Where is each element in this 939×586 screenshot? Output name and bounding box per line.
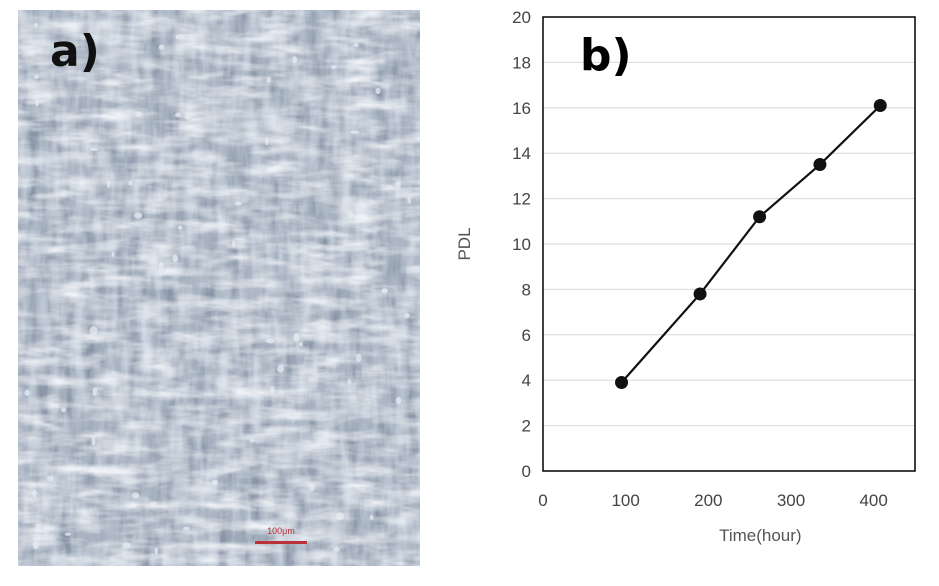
- cell-highlight: [175, 112, 182, 117]
- cell-highlight: [375, 88, 381, 94]
- cell-highlight: [135, 111, 143, 117]
- cell-highlight: [128, 180, 133, 186]
- cell-highlight: [404, 313, 410, 318]
- cell-highlight: [331, 65, 337, 69]
- y-tick-label: 18: [512, 53, 531, 72]
- cell-highlight: [32, 489, 37, 498]
- cell-highlight: [396, 397, 402, 405]
- cell-highlight: [277, 364, 284, 373]
- cell-highlight: [132, 492, 140, 499]
- panel-b-label: b): [580, 30, 632, 81]
- cell-highlight: [347, 379, 351, 385]
- plot-frame: [542, 16, 916, 472]
- cell-highlight: [292, 56, 297, 64]
- cell-highlight: [299, 342, 303, 347]
- x-tick-label: 100: [611, 491, 639, 510]
- cell-highlight: [134, 212, 143, 219]
- cell-highlight: [264, 136, 269, 146]
- cell-culture-image: [18, 10, 420, 566]
- cell-highlight: [407, 196, 412, 204]
- y-axis-title: PDL: [455, 227, 474, 260]
- cell-highlight: [122, 542, 131, 549]
- cell-highlight: [293, 332, 300, 342]
- cell-highlight: [149, 501, 158, 507]
- cell-highlight: [347, 211, 354, 219]
- cell-highlight: [249, 439, 256, 443]
- y-tick-label: 20: [512, 8, 531, 27]
- y-tick-label: 12: [512, 190, 531, 209]
- cell-highlight: [106, 179, 110, 188]
- cell-highlight: [212, 479, 218, 485]
- scale-bar-label: 100μm: [267, 526, 295, 536]
- cell-highlight: [24, 389, 30, 396]
- cell-highlight: [47, 475, 54, 482]
- cell-highlight: [184, 114, 192, 120]
- x-tick-label: 200: [694, 491, 722, 510]
- cell-highlight: [369, 514, 374, 520]
- cell-highlight: [350, 130, 360, 134]
- cell-highlight: [294, 412, 301, 418]
- y-tick-label: 8: [522, 280, 531, 299]
- cell-highlight: [270, 386, 275, 395]
- data-point: [693, 287, 707, 301]
- x-tick-label: 400: [859, 491, 887, 510]
- cell-highlight: [64, 532, 72, 536]
- cell-highlight: [35, 524, 42, 533]
- y-tick-label: 2: [522, 417, 531, 436]
- cell-highlight: [334, 547, 340, 552]
- cell-highlight: [381, 288, 389, 294]
- cell-highlight: [91, 436, 96, 446]
- micrograph-panel: [18, 10, 420, 566]
- cell-highlight: [183, 526, 190, 531]
- cell-highlight: [61, 407, 66, 413]
- data-point: [753, 210, 767, 224]
- cell-highlight: [356, 353, 362, 363]
- cell-highlight: [32, 541, 39, 549]
- cell-highlight: [335, 512, 344, 521]
- cell-highlight: [232, 240, 236, 248]
- y-tick-label: 14: [512, 144, 531, 163]
- data-point: [873, 99, 887, 113]
- scale-bar: [255, 541, 307, 544]
- cell-highlight: [154, 547, 158, 555]
- y-tick-label: 10: [512, 235, 531, 254]
- x-tick-label: 300: [777, 491, 805, 510]
- y-tick-label: 4: [522, 371, 531, 390]
- cell-highlight: [266, 338, 275, 344]
- gridlines: [543, 61, 915, 427]
- x-tick-label: 0: [538, 491, 547, 510]
- x-axis-title: Time(hour): [719, 526, 802, 545]
- cell-highlight: [158, 44, 165, 50]
- x-tick-labels: 0 100 200 300 400: [538, 491, 888, 510]
- cell-highlight: [309, 482, 315, 492]
- cell-highlight: [34, 22, 38, 28]
- cell-highlight: [35, 99, 39, 107]
- y-tick-label: 0: [522, 462, 531, 481]
- cell-highlight: [353, 42, 359, 47]
- data-point: [813, 158, 827, 172]
- series-pdl: [615, 99, 887, 389]
- y-tick-label: 6: [522, 326, 531, 345]
- cell-highlight: [178, 225, 183, 230]
- data-point: [615, 375, 629, 389]
- y-tick-label: 16: [512, 99, 531, 118]
- cell-highlight: [33, 74, 40, 79]
- y-tick-labels: 0 2 4 6 8 10 12 14 16 18 20: [512, 8, 531, 481]
- panel-a-label: a): [50, 26, 100, 77]
- cell-highlight: [158, 261, 164, 271]
- cell-highlight: [234, 201, 243, 206]
- cell-highlight: [266, 76, 271, 83]
- cell-highlight: [90, 147, 98, 152]
- cell-highlight: [89, 326, 98, 335]
- cell-highlight: [395, 181, 402, 187]
- cell-highlight: [111, 251, 115, 257]
- cell-highlight: [175, 34, 185, 40]
- cell-highlight: [172, 254, 178, 263]
- cell-highlight: [92, 387, 97, 396]
